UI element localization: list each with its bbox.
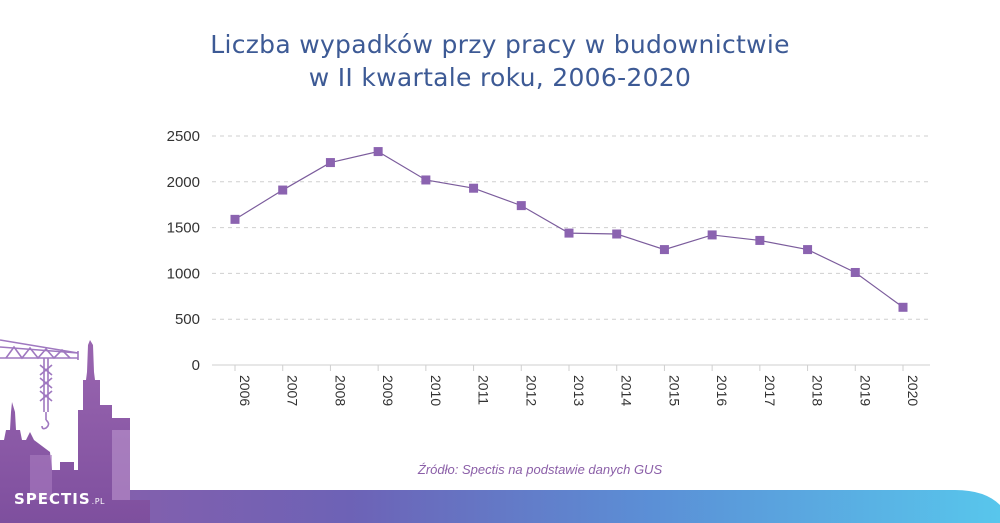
skyline-illustration xyxy=(0,339,150,523)
spectis-logo: SPECTIS.PL xyxy=(14,490,105,508)
x-tick-label: 2008 xyxy=(332,375,348,406)
data-point-2010 xyxy=(421,175,431,185)
x-tick-label: 2013 xyxy=(571,375,587,406)
data-point-2007 xyxy=(278,185,288,195)
y-tick-label: 0 xyxy=(192,357,200,374)
x-tick-label: 2017 xyxy=(762,375,778,406)
x-axis-ticks: 2006 2007 2008 2009 2010 2011 2012 2013 2014 2015… xyxy=(234,365,921,406)
data-point-2006 xyxy=(230,214,240,224)
chart-title: Liczba wypadków przy pracy w budownictwi… xyxy=(0,28,1000,94)
data-point-2020 xyxy=(898,302,908,312)
data-point-2019 xyxy=(850,267,860,277)
data-point-2017 xyxy=(755,235,765,245)
data-point-2011 xyxy=(469,183,479,193)
x-tick-label: 2020 xyxy=(905,375,921,406)
x-tick-label: 2014 xyxy=(619,375,635,406)
y-tick-label: 2500 xyxy=(167,128,200,145)
y-tick-label: 2000 xyxy=(167,174,200,191)
y-axis-ticks: 0 500 1000 1500 2000 2500 xyxy=(167,128,200,374)
data-point-2009 xyxy=(373,147,383,157)
y-tick-label: 1000 xyxy=(167,265,200,282)
x-tick-label: 2007 xyxy=(285,375,301,406)
chart-title-line-1: Liczba wypadków przy pracy w budownictwi… xyxy=(210,30,790,59)
chart-title-line-2: w II kwartale roku, 2006-2020 xyxy=(308,63,692,92)
x-tick-label: 2016 xyxy=(714,375,730,406)
data-point-2018 xyxy=(803,245,813,255)
x-tick-label: 2010 xyxy=(428,375,444,406)
y-tick-label: 500 xyxy=(175,311,200,328)
crane-icon xyxy=(0,339,79,430)
x-tick-label: 2009 xyxy=(380,375,396,406)
source-note: Źródło: Spectis na podstawie danych GUS xyxy=(417,462,663,477)
gridlines xyxy=(212,135,930,320)
x-tick-label: 2019 xyxy=(857,375,873,406)
bottom-gradient-band xyxy=(0,490,1000,523)
data-point-2014 xyxy=(612,229,622,239)
logo-text: SPECTIS xyxy=(14,490,91,508)
x-tick-label: 2015 xyxy=(666,375,682,406)
data-point-2012 xyxy=(516,201,526,211)
x-tick-label: 2006 xyxy=(237,375,253,406)
y-tick-label: 1500 xyxy=(167,220,200,237)
x-tick-label: 2018 xyxy=(810,375,826,406)
x-tick-label: 2012 xyxy=(523,375,539,406)
data-point-2015 xyxy=(659,245,669,255)
data-point-2008 xyxy=(325,158,335,168)
data-point-2016 xyxy=(707,230,717,240)
x-tick-label: 2011 xyxy=(476,375,492,405)
logo-suffix: .PL xyxy=(91,497,105,506)
series-group xyxy=(230,147,908,312)
data-point-2013 xyxy=(564,228,574,238)
